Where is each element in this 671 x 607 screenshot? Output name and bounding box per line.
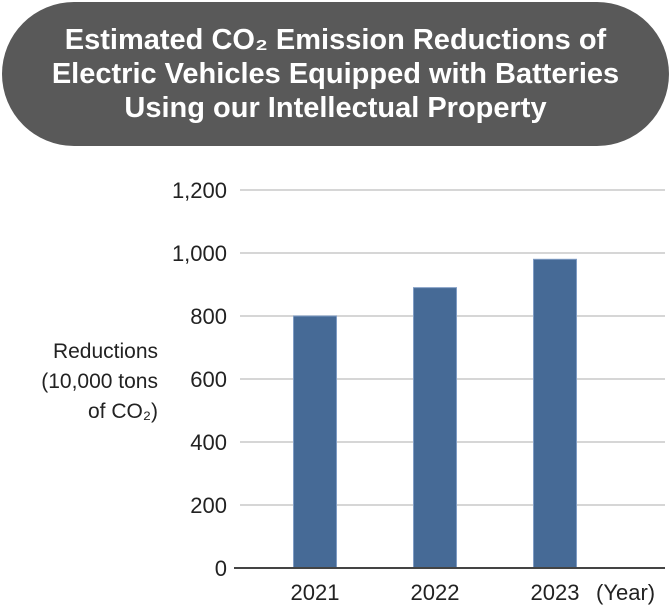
y-tick-label: 800 [190, 304, 227, 329]
y-tick-label: 1,000 [172, 241, 227, 266]
bar-2022 [413, 287, 457, 569]
x-tick-label: 2023 [531, 580, 580, 605]
y-tick-label: 200 [190, 493, 227, 518]
x-axis-label: (Year) [596, 580, 655, 605]
y-tick-label: 400 [190, 430, 227, 455]
y-axis-label: Reductions (10,000 tons of CO₂) [41, 340, 158, 423]
x-tick-label: 2021 [291, 580, 340, 605]
x-tick-label: 2022 [411, 580, 460, 605]
bar-2023 [533, 258, 577, 569]
chart-title: Estimated CO₂ Emission Reductions of Ele… [51, 24, 620, 124]
y-tick-label: 1,200 [172, 178, 227, 203]
bar-2021 [293, 315, 337, 569]
y-tick-label: 0 [215, 556, 227, 581]
chart-title-banner: Estimated CO₂ Emission Reductions of Ele… [2, 2, 669, 146]
y-tick-label: 600 [190, 367, 227, 392]
